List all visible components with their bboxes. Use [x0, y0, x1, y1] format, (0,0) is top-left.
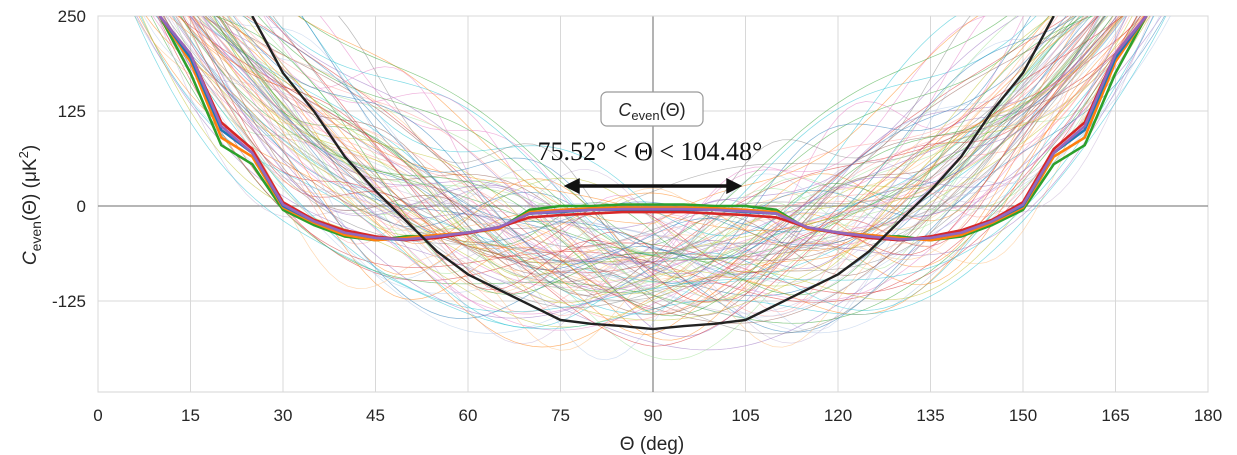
sample-curve	[184, 16, 1101, 277]
y-tick-label: -125	[52, 292, 86, 311]
y-axis-label: Ceven(Θ) (μK2)	[16, 145, 44, 265]
sample-curve	[178, 16, 1122, 335]
sample-curve	[134, 16, 1167, 330]
y-tick-label: 125	[58, 102, 86, 121]
sample-curve	[155, 16, 1166, 333]
x-tick-label: 75	[551, 406, 570, 425]
series-line	[158, 16, 1148, 242]
annotation-box	[600, 91, 704, 127]
sample-curve	[222, 16, 1088, 252]
sample-curve	[202, 16, 1125, 261]
sample-curve	[249, 16, 1109, 292]
sample-curve	[234, 16, 1059, 261]
sample-curve	[301, 16, 1032, 284]
x-tick-label: 45	[366, 406, 385, 425]
x-tick-label: 120	[824, 406, 852, 425]
sample-curve	[216, 16, 1075, 316]
sample-curve	[173, 16, 1089, 314]
x-tick-label: 0	[93, 406, 102, 425]
x-tick-label: 30	[274, 406, 293, 425]
sample-curve	[191, 16, 1105, 291]
series-lines	[158, 16, 1148, 331]
sample-curve	[180, 16, 1138, 361]
sample-curve	[200, 16, 1080, 296]
sample-curve	[197, 16, 1141, 296]
annotation-box-label: Ceven(Θ)	[618, 100, 685, 123]
sample-curve	[138, 16, 1145, 348]
sample-curve	[207, 16, 1087, 278]
sample-curve	[156, 16, 1151, 345]
sample-curve	[191, 16, 1127, 275]
sample-curve	[297, 16, 979, 225]
sample-curve	[217, 16, 1099, 313]
sample-curve	[298, 16, 1008, 246]
x-axis-label: Θ (deg)	[620, 434, 684, 455]
sample-curve	[134, 16, 1171, 334]
sample-curve	[245, 16, 1070, 310]
sample-curve	[192, 16, 1114, 272]
sample-curve	[211, 16, 1133, 265]
sample-curve	[192, 16, 1098, 274]
sample-curve	[186, 16, 1106, 317]
sample-curve	[242, 16, 1067, 259]
sample-curve	[193, 16, 1124, 304]
sample-curve	[218, 16, 1102, 260]
y-tick-label: 0	[77, 197, 86, 216]
thin-curves	[134, 16, 1171, 361]
sample-curve	[169, 16, 1101, 274]
series-line	[158, 16, 1148, 242]
sample-curve	[263, 16, 986, 290]
sample-curve	[177, 16, 1124, 347]
sample-curve	[181, 16, 1113, 301]
sample-curve	[201, 16, 1085, 252]
sample-curve	[143, 16, 1127, 361]
sample-curve	[228, 16, 1077, 283]
x-tick-label: 180	[1194, 406, 1222, 425]
sample-curve	[218, 16, 1106, 317]
series-line	[158, 16, 1148, 242]
arrow-right-head	[726, 178, 743, 194]
x-tick-label: 60	[459, 406, 478, 425]
series-line	[158, 16, 1148, 241]
y-tick-label: 250	[58, 7, 86, 26]
series-line	[251, 16, 1055, 331]
sample-curve	[188, 16, 1142, 301]
sample-curve	[214, 16, 1094, 296]
sample-curve	[163, 16, 1106, 335]
x-tick-label: 105	[731, 406, 759, 425]
sample-curve	[217, 16, 1119, 288]
x-tick-label: 135	[916, 406, 944, 425]
sample-curve	[176, 16, 1149, 303]
sample-curve	[165, 16, 1124, 308]
sample-curve	[319, 16, 987, 264]
x-tick-label: 15	[181, 406, 200, 425]
sample-curve	[218, 16, 1054, 282]
range-label: 75.52° < Θ < 104.48°	[538, 137, 763, 166]
annotation: Ceven(Θ) 75.52° < Θ < 104.48°	[538, 91, 763, 194]
sample-curve	[188, 16, 1096, 322]
sample-curve	[145, 16, 1144, 341]
sample-curve	[159, 16, 1160, 318]
tick-labels: 0 15 30 45 60 75 90 105 120 135 150 165 180 250 125 0 -1…	[52, 7, 1222, 425]
arrow-left-head	[563, 178, 580, 194]
x-tick-label: 165	[1101, 406, 1129, 425]
x-tick-label: 90	[644, 406, 663, 425]
x-tick-label: 150	[1009, 406, 1037, 425]
